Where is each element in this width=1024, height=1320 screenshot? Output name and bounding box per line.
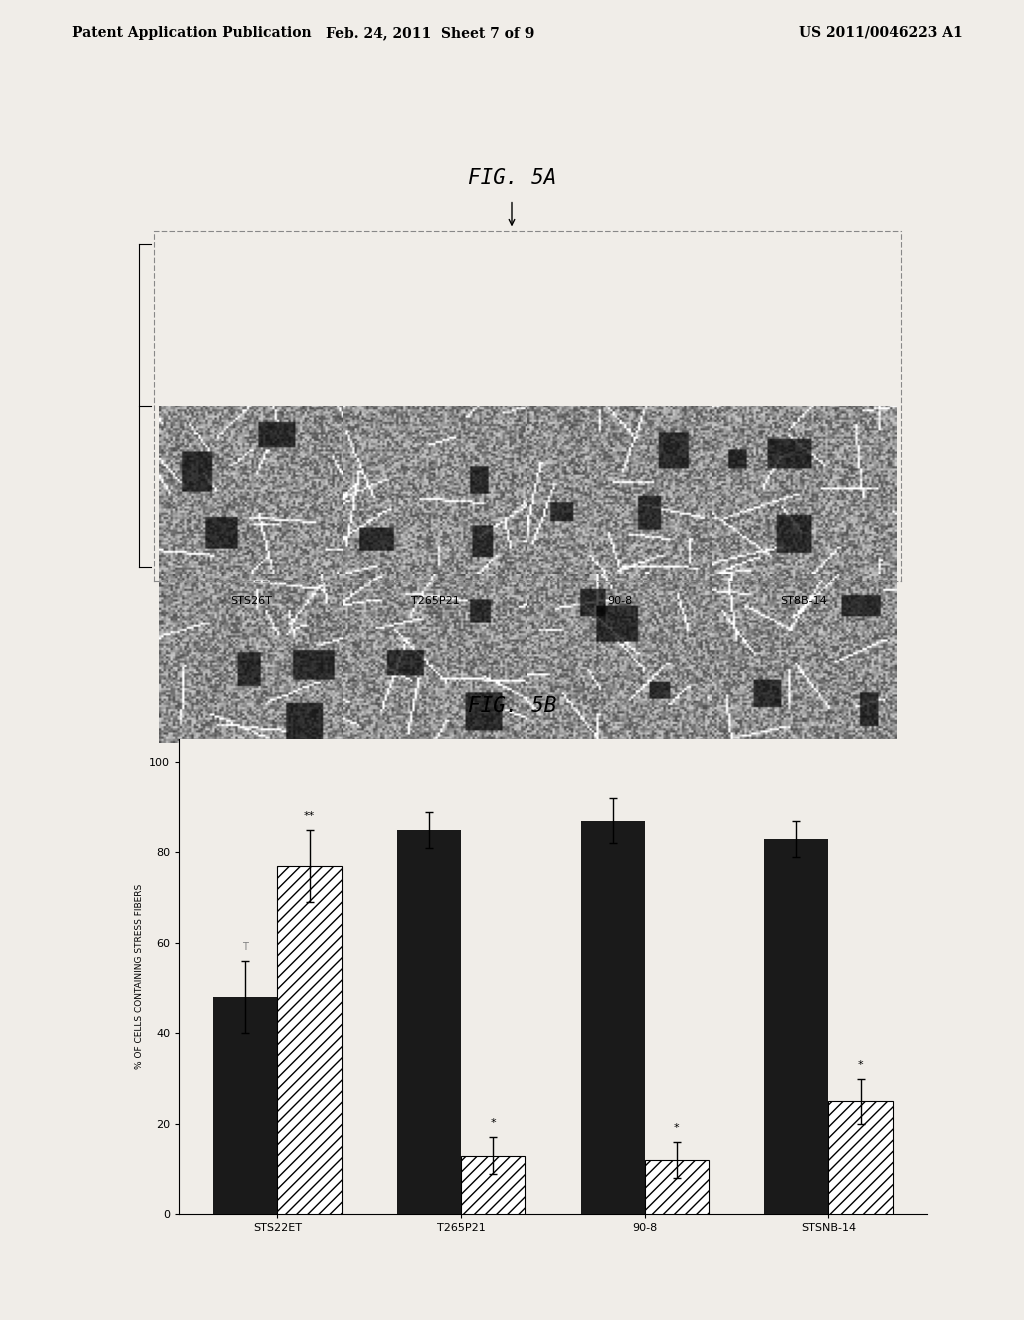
Text: *: * <box>858 1060 863 1069</box>
Text: T: T <box>243 942 248 952</box>
Bar <box>461 1155 525 1214</box>
Text: FIG. 5B: FIG. 5B <box>468 696 556 717</box>
Text: 90-8: 90-8 <box>607 595 632 606</box>
Text: US 2011/0046223 A1: US 2011/0046223 A1 <box>799 26 963 40</box>
Text: *: * <box>490 1118 496 1129</box>
Text: FIG. 5A: FIG. 5A <box>468 168 556 189</box>
Bar <box>828 1101 893 1214</box>
Text: *: * <box>674 1123 680 1133</box>
Bar <box>213 997 278 1214</box>
Bar <box>764 838 828 1214</box>
Text: STS26T: STS26T <box>230 595 271 606</box>
Bar <box>581 821 645 1214</box>
Text: Patent Application Publication: Patent Application Publication <box>72 26 311 40</box>
Text: T265P21: T265P21 <box>411 595 460 606</box>
Bar <box>397 830 461 1214</box>
Text: Feb. 24, 2011  Sheet 7 of 9: Feb. 24, 2011 Sheet 7 of 9 <box>326 26 535 40</box>
Text: ST8B-14: ST8B-14 <box>780 595 827 606</box>
Bar <box>645 1160 709 1214</box>
Text: **: ** <box>304 810 315 821</box>
Y-axis label: % OF CELLS CONTAINING STRESS FIBERS: % OF CELLS CONTAINING STRESS FIBERS <box>134 884 143 1069</box>
Bar <box>278 866 342 1214</box>
